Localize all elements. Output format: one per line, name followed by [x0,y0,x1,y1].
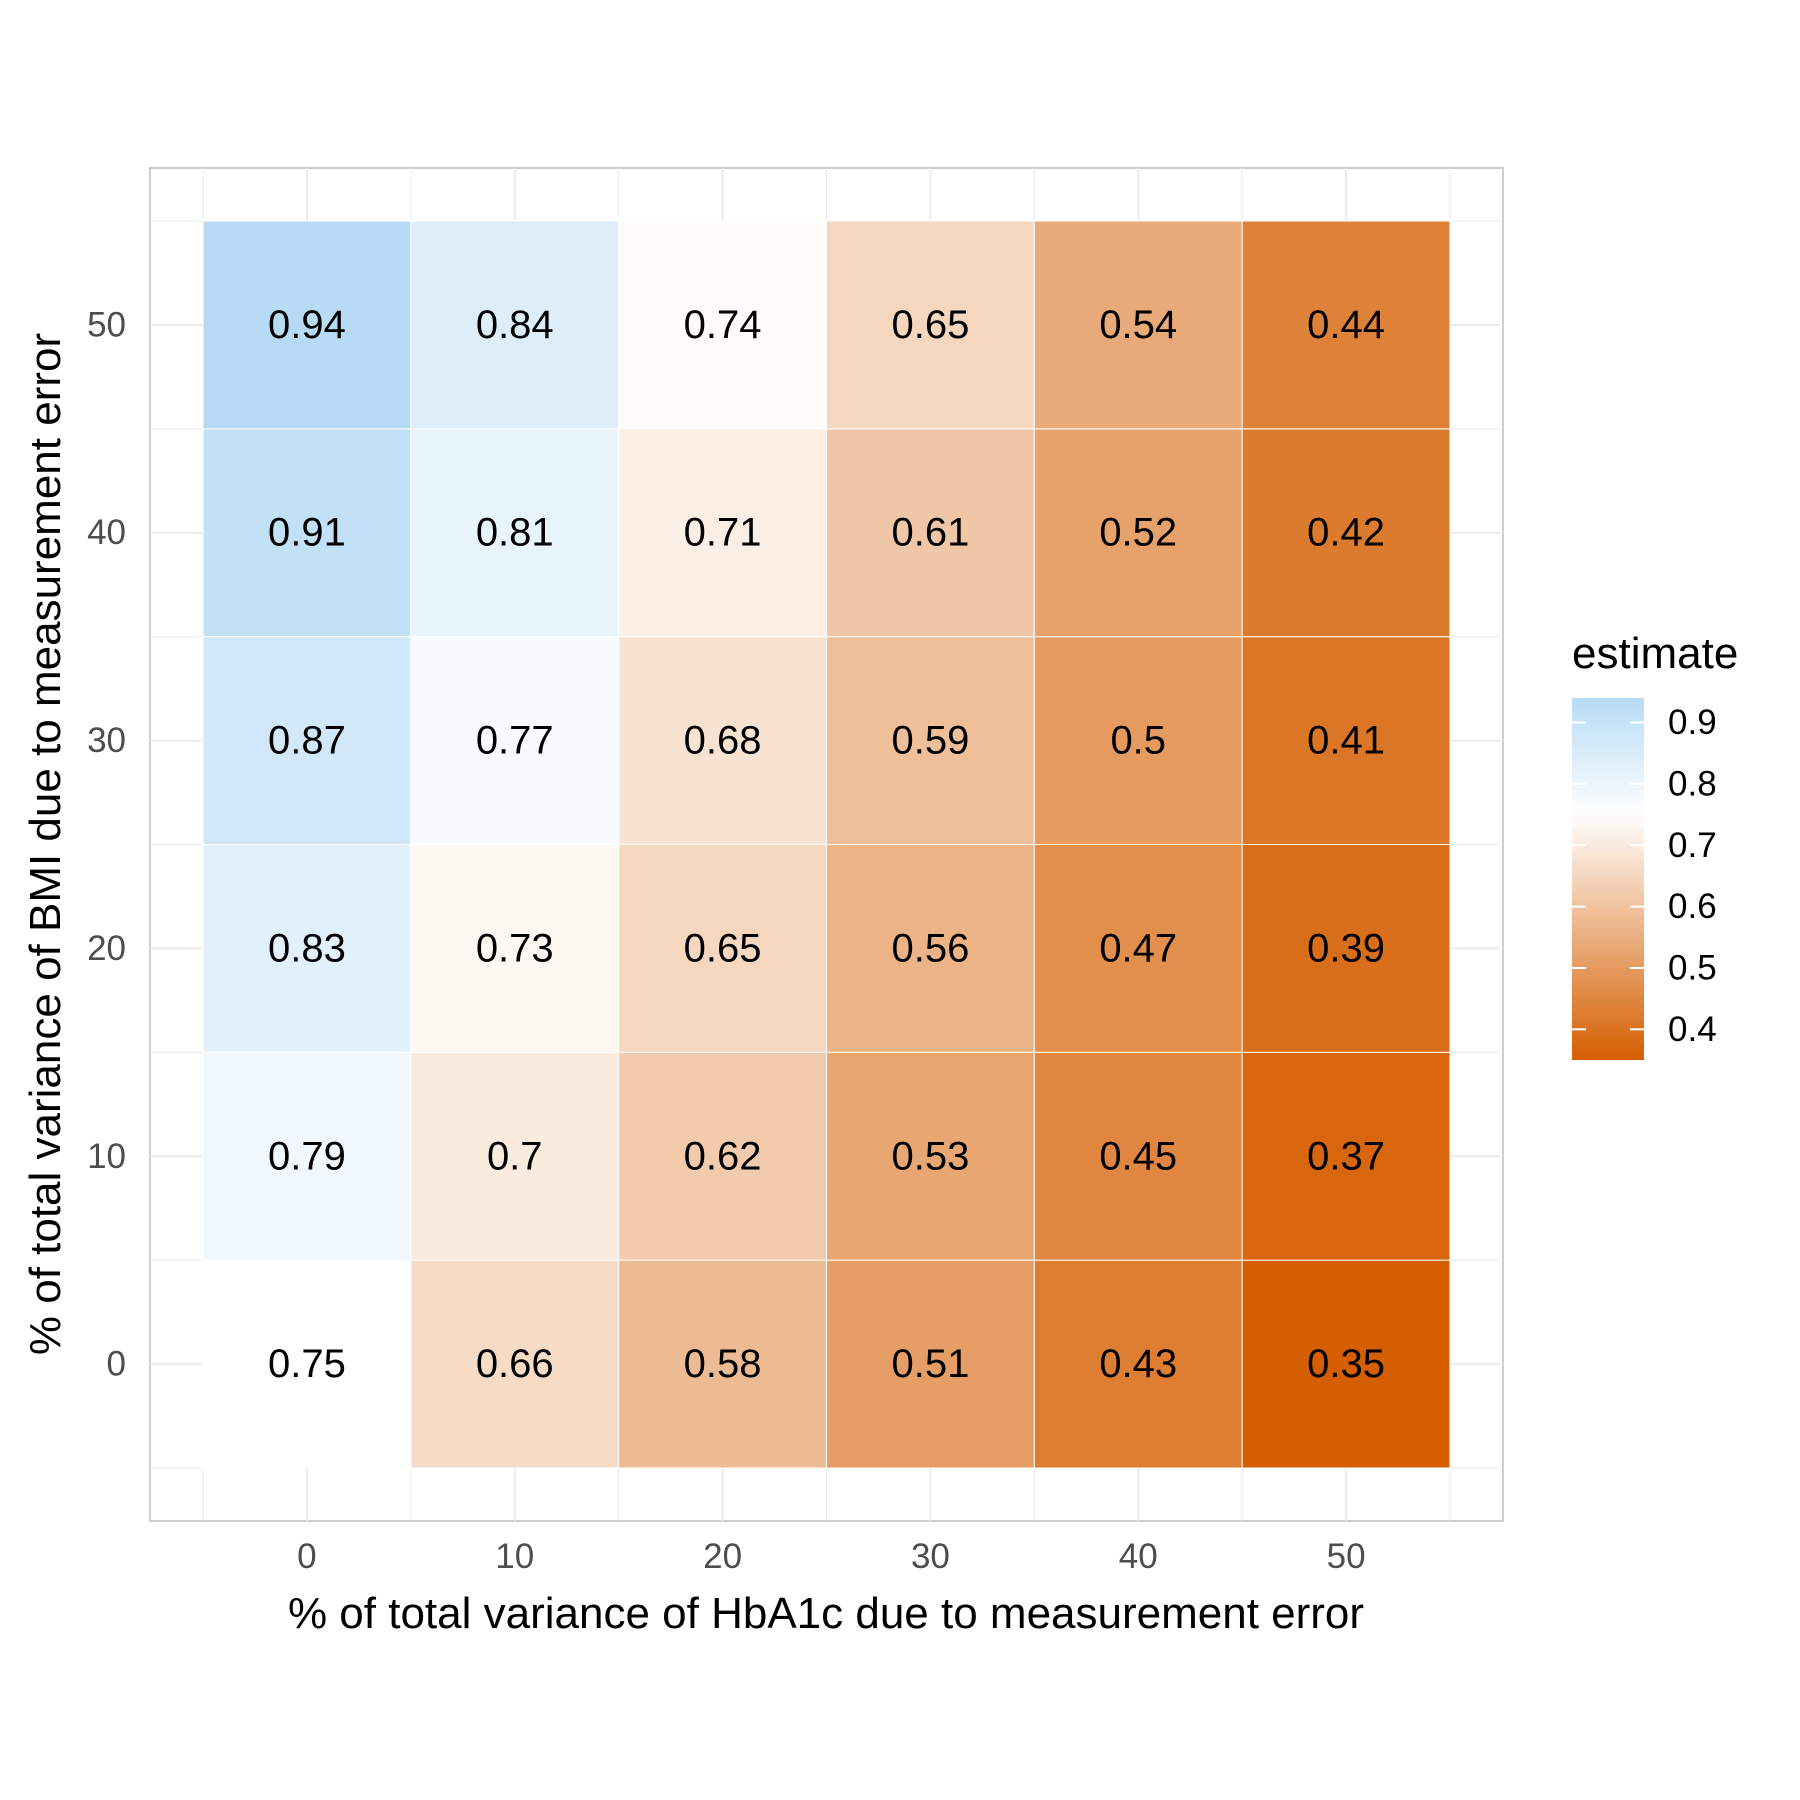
heatmap-cell [826,428,1035,638]
heatmap-cell-label: 0.61 [891,511,969,555]
heatmap-cell [202,844,412,1053]
heatmap-cell-label: 0.51 [891,1342,969,1386]
heatmap-cell [826,1051,1035,1261]
x-tick-label: 40 [1119,1537,1158,1576]
heatmap-cell-label: 0.74 [684,303,762,347]
heatmap-cell-label: 0.43 [1099,1342,1177,1386]
heatmap-cell-label: 0.94 [268,303,346,347]
heatmap-cell-label: 0.83 [268,926,346,970]
y-tick-label: 10 [87,1137,126,1176]
heatmap-cell-label: 0.75 [268,1342,346,1386]
heatmap-cell [1241,636,1451,845]
heatmap-cell-label: 0.58 [684,1342,762,1386]
heatmap-cell-label: 0.39 [1307,926,1385,970]
heatmap-cell-label: 0.41 [1307,719,1385,763]
y-tick-label: 30 [87,721,126,760]
x-tick-label: 50 [1327,1537,1366,1576]
heatmap-cell [202,636,412,845]
heatmap-cell-label: 0.54 [1099,303,1177,347]
legend-tick-label: 0.6 [1668,887,1717,926]
heatmap-cell [1241,1051,1451,1261]
heatmap-cell-label: 0.5 [1110,719,1166,763]
legend-title: estimate [1572,629,1738,678]
heatmap-cell [202,1259,412,1469]
x-tick-label: 0 [297,1537,316,1576]
heatmap-cell-label: 0.44 [1307,303,1385,347]
heatmap-cell [618,1259,827,1469]
heatmap-cell [1033,428,1243,638]
x-axis-title: % of total variance of HbA1c due to meas… [288,1589,1364,1638]
legend-colorbar [1572,698,1644,1060]
y-tick-label: 0 [107,1345,126,1384]
heatmap-cell-label: 0.84 [476,303,554,347]
heatmap-cell-label: 0.68 [684,719,762,763]
y-tick-label: 40 [87,513,126,552]
legend-tick-label: 0.9 [1668,703,1717,742]
heatmap-cell-label: 0.66 [476,1342,554,1386]
heatmap-cell-label: 0.87 [268,719,346,763]
heatmap-cell [1241,1259,1451,1469]
x-tick-label: 30 [911,1537,950,1576]
heatmap-cell-labels: 0.75 0.66 0.58 0.51 0.43 0.35 0.79 0.7 0.62 0.53 0… [268,303,1385,1386]
heatmap-cell-label: 0.52 [1099,511,1177,555]
heatmap-cell [618,220,827,430]
heatmap-cell-label: 0.7 [487,1134,543,1178]
heatmap-cell [410,220,620,430]
legend-tick-label: 0.5 [1668,948,1717,987]
heatmap-cell-label: 0.81 [476,511,554,555]
legend-tick-label: 0.7 [1668,826,1717,865]
heatmap-cell [1241,428,1451,638]
y-axis-title: % of total variance of BMI due to measur… [21,333,70,1355]
legend: estimate 0.9 0.8 0.7 0.6 0.5 0.4 [1572,629,1738,1060]
heatmap-cell-label: 0.47 [1099,926,1177,970]
heatmap-cell [202,220,412,430]
heatmap-cell [410,636,620,845]
heatmap-cell-label: 0.65 [891,303,969,347]
legend-tick-label: 0.4 [1668,1010,1717,1049]
heatmap-cell-label: 0.59 [891,719,969,763]
heatmap-cell [1033,1259,1243,1469]
heatmap-cell [410,844,620,1053]
heatmap-cell [410,1259,620,1469]
heatmap-cell [1241,844,1451,1053]
heatmap-cell [618,636,827,845]
heatmap-cell-label: 0.79 [268,1134,346,1178]
heatmap-cell [826,636,1035,845]
legend-tick-label: 0.8 [1668,764,1717,803]
heatmap-cell-label: 0.62 [684,1134,762,1178]
heatmap-cell-label: 0.77 [476,719,554,763]
heatmap-cell [1033,1051,1243,1261]
x-tick-label: 10 [495,1537,534,1576]
heatmap-cell-label: 0.71 [684,511,762,555]
heatmap-cell-label: 0.35 [1307,1342,1385,1386]
y-tick-label: 50 [87,305,126,344]
x-axis-ticks: 0 10 20 30 40 50 [297,1537,1365,1576]
heatmap-cell [618,428,827,638]
heatmap-cell-label: 0.56 [891,926,969,970]
heatmap-cell-label: 0.45 [1099,1134,1177,1178]
heatmap-cell-label: 0.65 [684,926,762,970]
heatmap-cell [618,1051,827,1261]
legend-ticks: 0.9 0.8 0.7 0.6 0.5 0.4 [1572,703,1717,1049]
heatmap-cell [1033,220,1243,430]
heatmap-cell [1241,220,1451,430]
heatmap-cell-label: 0.91 [268,511,346,555]
heatmap-cell-label: 0.42 [1307,511,1385,555]
heatmap-cell [826,220,1035,430]
heatmap-cell-label: 0.53 [891,1134,969,1178]
heatmap-cell [410,1051,620,1261]
heatmap-cell-label: 0.37 [1307,1134,1385,1178]
y-tick-label: 20 [87,929,126,968]
heatmap-cells [202,220,1451,1469]
x-tick-label: 20 [703,1537,742,1576]
y-axis-ticks: 0 10 20 30 40 50 [87,305,126,1383]
heatmap-cell [826,844,1035,1053]
heatmap-cell-label: 0.73 [476,926,554,970]
